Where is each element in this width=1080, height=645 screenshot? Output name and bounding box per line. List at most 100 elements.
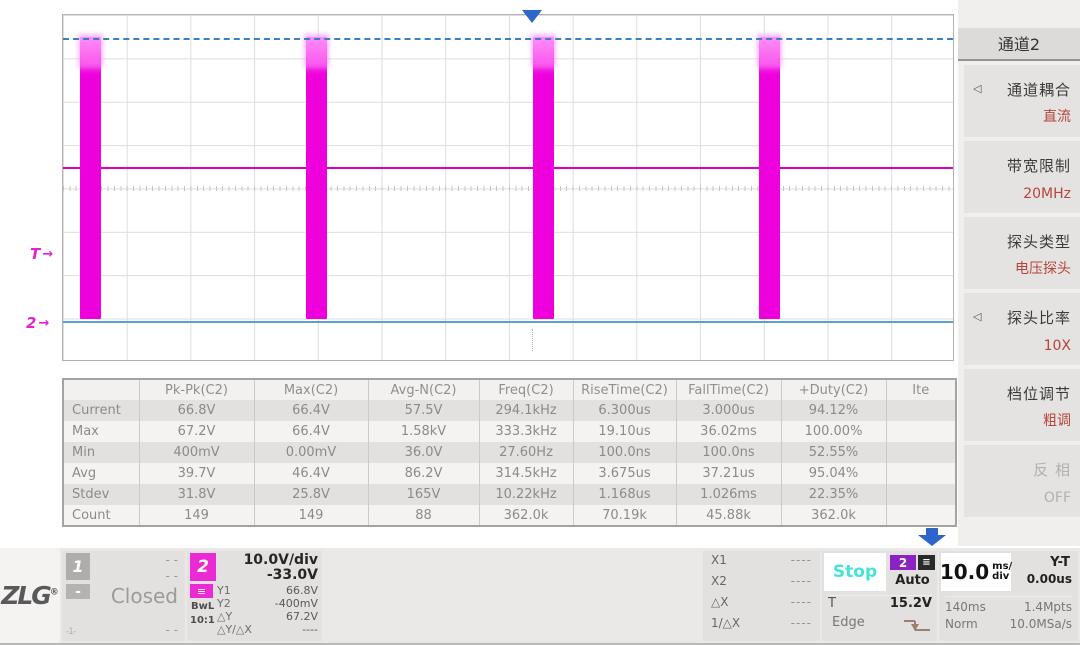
cursor-y2-line[interactable]: [63, 321, 953, 323]
timebase-value: 10.0: [939, 560, 990, 584]
sidebar-menu: 通道2 ◁ 通道耦合 直流 带宽限制 20MHz 探头类型 电压探头 ◁ 探头比率 10X 档位调节…: [958, 0, 1080, 546]
timebase-unit: ms/div: [992, 561, 1013, 582]
table-row: Avg 39.7V 46.4V 86.2V 314.5kHz 3.675us 37.21us…: [62, 463, 956, 484]
measurement-value: [885, 442, 956, 463]
ch1-value-row2: - -: [165, 569, 178, 583]
x-cursor-block[interactable]: X1 ---- X2 ---- △X ---- 1/△X ----: [703, 551, 820, 641]
measurement-value: 0.00mV: [253, 442, 368, 463]
sidebar-item-value: 电压探头: [1015, 261, 1071, 277]
row-label: Count: [62, 505, 139, 526]
waveform-pulse-burst: [759, 37, 780, 319]
sidebar-item-label: 反 相: [1033, 461, 1071, 479]
table-column-header: [62, 379, 139, 400]
sample-info-row: Norm 10.0MSa/s: [945, 617, 1072, 631]
measurement-value: [885, 505, 956, 526]
trigger-status-block[interactable]: Stop 2 ≡ Auto T 15.2V Edge: [822, 551, 937, 641]
table-column-header: Pk-Pk(C2): [138, 379, 254, 400]
sidebar-item-value: 直流: [1043, 109, 1071, 125]
measurement-value: 57.5V: [367, 400, 479, 421]
channel2-status-block[interactable]: 2 10.0V/div -33.0V ≡ BwL 10:1 Y1 66.8V Y2…: [187, 551, 322, 641]
table-column-header: Freq(C2): [478, 379, 573, 400]
measurement-value: [885, 421, 956, 442]
status-bar: ZLG® 1 - - - - - Closed -1- - - 2 10.0V/…: [0, 548, 1080, 645]
channel1-status-block[interactable]: 1 - - - - - Closed -1- - -: [62, 551, 185, 641]
measurement-value: 86.2V: [367, 463, 479, 484]
cursor-y1-line[interactable]: [63, 38, 953, 40]
trigger-position-marker[interactable]: [522, 8, 542, 27]
sidebar-item-value: OFF: [1043, 490, 1071, 506]
ch2-ground-label: 2: [26, 314, 37, 332]
table-row: Min 400mV 0.00mV 36.0V 27.60Hz 100.0ns 100.0ns…: [62, 442, 956, 463]
measurement-value: 67.2V: [138, 421, 254, 442]
measurement-value: 36.0V: [367, 442, 479, 463]
ch2-ground-marker[interactable]: 2 →: [26, 314, 49, 332]
sidebar-title: 通道2: [958, 28, 1080, 61]
measurement-value: 66.4V: [253, 421, 368, 442]
trigger-delay-value: 0.00us: [1026, 572, 1072, 586]
run-stop-state: Stop: [832, 562, 878, 582]
measurement-value: 1.58kV: [367, 421, 479, 442]
waveform-pulse-burst: [80, 37, 101, 319]
measurement-value: 6.300us: [572, 400, 676, 421]
timebase-status-block[interactable]: 10.0 ms/div Y-T 0.00us 140ms 1.4Mpts Nor…: [939, 551, 1078, 641]
cursor-readout-y2: Y2 -400mV: [217, 597, 318, 610]
measurement-value: 25.8V: [253, 484, 368, 505]
trigger-level-label: T: [30, 245, 41, 263]
measurement-value: 314.5kHz: [478, 463, 573, 484]
ch2-trace-baseline: [63, 167, 953, 169]
display-mode-label: Y-T: [1050, 555, 1070, 570]
cursor-readout-x1: X1 ----: [711, 553, 812, 567]
ch2-dc-coupling-icon: ≡: [190, 584, 213, 598]
table-row: Count 149 149 88 362.0k 70.19k 45.88k 362.0k: [62, 505, 956, 526]
trigger-level-marker[interactable]: T →: [30, 245, 53, 263]
center-axis-ticks: [63, 186, 953, 191]
measurement-value: 46.4V: [253, 463, 368, 484]
measurement-value: 95.04%: [780, 463, 886, 484]
channel1-minus-badge: -: [66, 584, 90, 600]
ch2-volts-per-div: 10.0V/div: [243, 552, 318, 568]
sidebar-item[interactable]: 带宽限制 20MHz: [964, 141, 1080, 213]
table-row: Max 67.2V 66.4V 1.58kV 333.3kHz 19.10us 36.02m…: [62, 421, 956, 442]
ch1-state-label: Closed: [110, 584, 178, 608]
measurement-value: 22.35%: [780, 484, 886, 505]
channel2-badge: 2: [190, 553, 216, 581]
cursor-readout-x2: X2 ----: [711, 574, 812, 588]
right-arrow-icon: →: [42, 246, 54, 262]
sidebar-item-label: 通道耦合: [1006, 81, 1071, 99]
measurement-value: 27.60Hz: [478, 442, 573, 463]
measurement-value: 3.675us: [572, 463, 676, 484]
sidebar-item-label: 探头类型: [1006, 233, 1071, 251]
measurement-value: 10.22kHz: [478, 484, 573, 505]
scroll-down-arrow[interactable]: [918, 528, 946, 550]
sidebar-item[interactable]: ◁ 探头比率 10X: [964, 293, 1080, 365]
table-column-header: Max(C2): [253, 379, 368, 400]
sidebar-item[interactable]: 探头类型电压探头: [964, 217, 1080, 289]
row-label: Stdev: [62, 484, 139, 505]
measurement-value: [885, 463, 956, 484]
measurement-value: [885, 400, 956, 421]
sidebar-item[interactable]: ◁ 通道耦合直流: [964, 65, 1080, 137]
table-column-header: Ite: [885, 379, 956, 400]
measurement-value: 149: [253, 505, 368, 526]
sidebar-item-value: 10X: [1043, 338, 1071, 354]
measurement-value: 400mV: [138, 442, 254, 463]
measurement-value: 39.7V: [138, 463, 254, 484]
measurement-value: 66.4V: [253, 400, 368, 421]
measurement-value: 31.8V: [138, 484, 254, 505]
measurement-value: 149: [138, 505, 254, 526]
measurement-value: 88: [367, 505, 479, 526]
right-arrow-icon: →: [38, 315, 50, 331]
cursor-readout-delta-y: △Y 67.2V: [217, 610, 318, 623]
sidebar-item[interactable]: 反 相 OFF: [964, 445, 1080, 517]
measurement-value: 19.10us: [572, 421, 676, 442]
measurement-value: 36.02ms: [675, 421, 781, 442]
sidebar-item[interactable]: 档位调节 粗调: [964, 369, 1080, 441]
trigger-coupling-icon: ≡: [918, 555, 935, 570]
measurement-value: 100.0ns: [675, 442, 781, 463]
measurement-value: 362.0k: [478, 505, 573, 526]
sidebar-item-label: 档位调节: [1006, 385, 1071, 403]
trigger-type-row: Edge: [832, 615, 932, 631]
left-arrow-icon: ◁: [973, 82, 982, 95]
measurement-value: [885, 484, 956, 505]
